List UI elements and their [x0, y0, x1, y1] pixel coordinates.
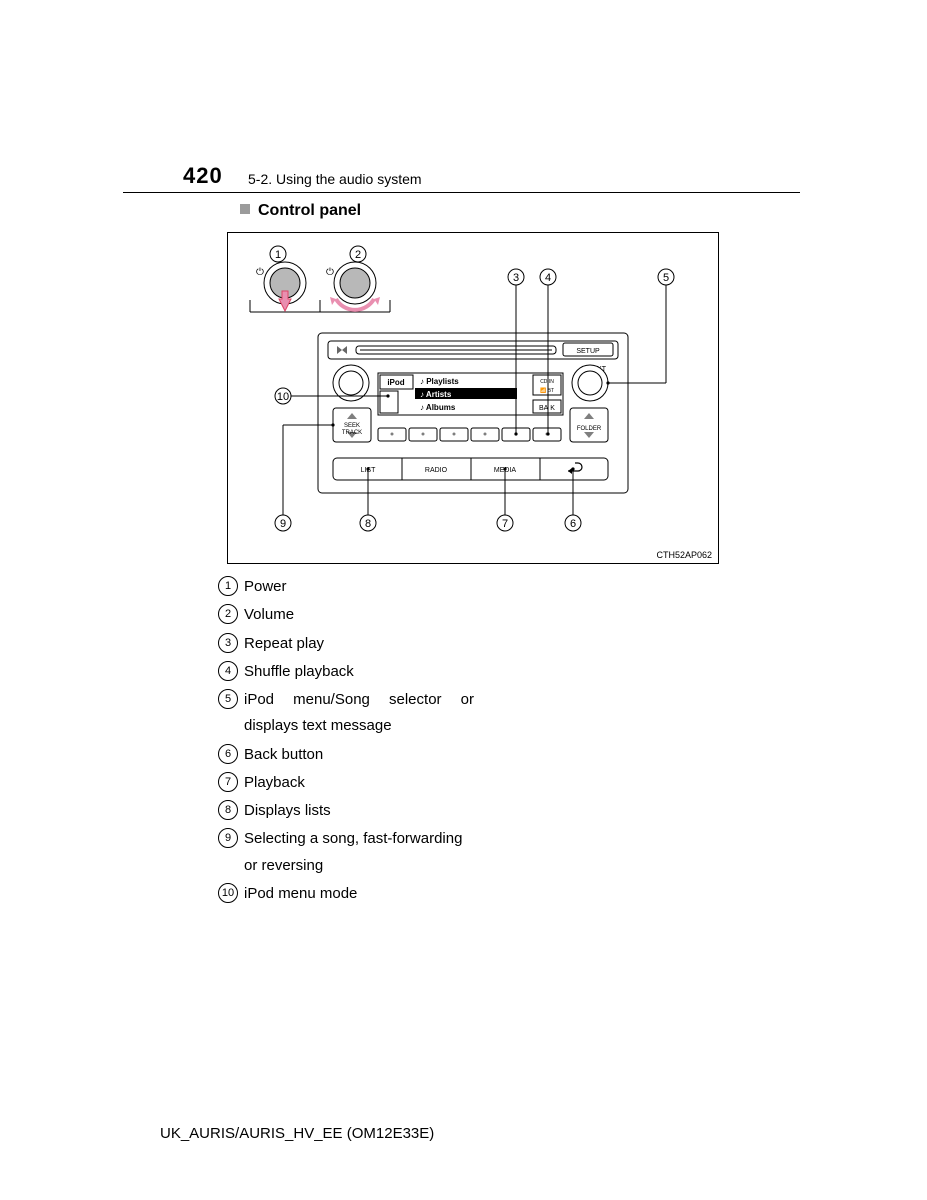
legend-item: 1Power: [218, 574, 474, 600]
head-unit: SETUP TEXT SEEK TRACK FOLDER: [318, 333, 628, 493]
page-number: 420: [183, 163, 223, 189]
svg-text:2: 2: [355, 249, 361, 261]
svg-text:CD IN: CD IN: [540, 379, 554, 385]
svg-text:SEEK: SEEK: [344, 423, 360, 429]
svg-text:♪ Playlists: ♪ Playlists: [420, 377, 459, 386]
svg-text:3: 3: [513, 272, 519, 284]
heading: Control panel: [240, 202, 361, 220]
control-panel-diagram: ⏻ ⏻ SETUP: [228, 233, 718, 563]
setup-button-label: SETUP: [576, 348, 600, 355]
section-label: 5-2. Using the audio system: [248, 171, 422, 187]
svg-text:📶 BT: 📶 BT: [540, 387, 554, 394]
svg-text:RADIO: RADIO: [425, 467, 448, 474]
svg-text:BA K: BA K: [539, 405, 555, 412]
svg-text:♪ Artists: ♪ Artists: [420, 390, 452, 399]
legend-col-right: 6Back button 7Playback 8Displays lists 9…: [218, 742, 478, 910]
svg-text:10: 10: [277, 391, 289, 403]
figure-control-panel: ⏻ ⏻ SETUP: [227, 232, 719, 564]
legend-item: 3Repeat play: [218, 631, 474, 657]
footer: UK_AURIS/AURIS_HV_EE (OM12E33E): [160, 1125, 434, 1142]
legend-item: 9Selecting a song, fast-forwarding or re…: [218, 826, 478, 879]
legend-item: 4Shuffle playback: [218, 659, 474, 685]
svg-text:1: 1: [275, 249, 281, 261]
bullet-square-icon: [240, 204, 250, 214]
svg-text:⏻: ⏻: [326, 267, 334, 278]
legend-item: 5iPod menu/Song selector or displays tex…: [218, 687, 474, 740]
svg-text:9: 9: [280, 518, 286, 530]
svg-text:5: 5: [663, 272, 669, 284]
svg-text:6: 6: [570, 518, 576, 530]
legend: 1Power 2Volume 3Repeat play 4Shuffle pla…: [218, 574, 738, 909]
heading-text: Control panel: [258, 202, 361, 219]
svg-text:iPod: iPod: [387, 378, 404, 387]
legend-col-left: 1Power 2Volume 3Repeat play 4Shuffle pla…: [218, 574, 474, 742]
legend-item: 6Back button: [218, 742, 478, 768]
svg-text:♪ Albums: ♪ Albums: [420, 403, 456, 412]
legend-item: 10iPod menu mode: [218, 881, 478, 907]
svg-text:4: 4: [545, 272, 551, 284]
legend-item: 7Playback: [218, 770, 478, 796]
header-rule: [123, 192, 800, 193]
svg-text:⏻: ⏻: [256, 267, 264, 278]
legend-item: 2Volume: [218, 602, 474, 628]
legend-item: 8Displays lists: [218, 798, 478, 824]
figure-code: CTH52AP062: [656, 550, 712, 560]
svg-text:FOLDER: FOLDER: [577, 426, 602, 432]
svg-text:8: 8: [365, 518, 371, 530]
svg-text:7: 7: [502, 518, 508, 530]
